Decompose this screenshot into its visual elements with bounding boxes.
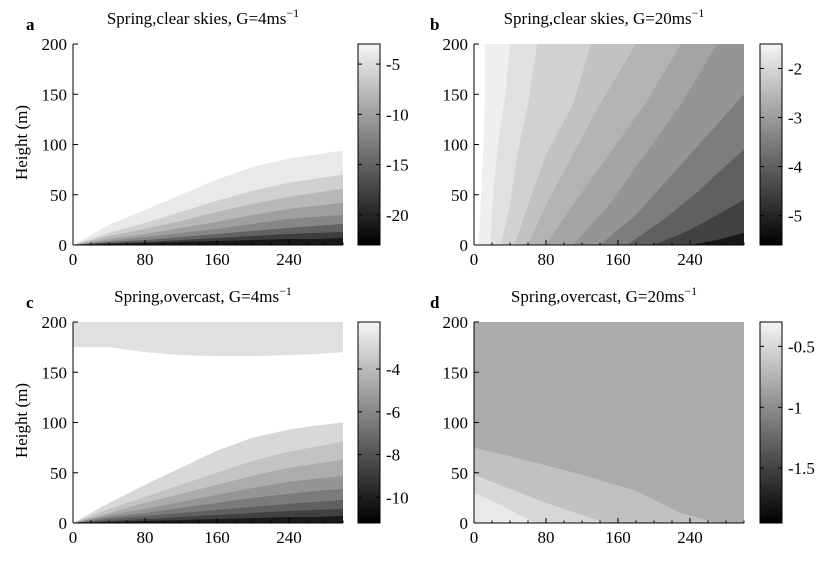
- panel-title: Spring,clear skies, G=20ms−1: [504, 6, 705, 28]
- x-tick-label: 80: [137, 250, 154, 269]
- colorbar: [357, 43, 381, 246]
- x-tick-label: 0: [69, 528, 78, 547]
- colorbar: [759, 43, 783, 246]
- y-tick-label: 50: [50, 464, 67, 483]
- colorbar-tick-label: -4: [788, 158, 803, 177]
- y-tick-label: 100: [443, 136, 469, 155]
- y-tick-label: 0: [59, 236, 68, 255]
- colorbar-tick-label: -0.5: [788, 337, 815, 356]
- colorbar-tick-label: -10: [386, 105, 409, 124]
- colorbar-tick-label: -6: [386, 403, 400, 422]
- y-tick-label: 200: [42, 313, 68, 332]
- x-tick-label: 160: [204, 250, 230, 269]
- colorbar-tick-label: -10: [386, 488, 409, 507]
- colorbar-tick-label: -15: [386, 156, 409, 175]
- panel-title: Spring,clear skies, G=4ms−1: [107, 6, 299, 28]
- panel-title: Spring,overcast, G=4ms−1: [114, 284, 292, 306]
- contour-band: [73, 322, 343, 357]
- x-tick-label: 80: [538, 528, 555, 547]
- x-tick-label: 80: [538, 250, 555, 269]
- y-tick-label: 50: [50, 186, 67, 205]
- y-tick-label: 0: [460, 236, 469, 255]
- contour-band: [474, 492, 533, 523]
- x-tick-label: 160: [204, 528, 230, 547]
- y-tick-label: 150: [42, 85, 68, 104]
- contour-band: [690, 232, 744, 245]
- y-tick-label: 50: [451, 464, 468, 483]
- panel-label: a: [26, 15, 35, 34]
- x-tick-label: 0: [470, 528, 479, 547]
- colorbar-tick-label: -5: [788, 207, 802, 226]
- y-tick-label: 0: [59, 514, 68, 533]
- y-tick-label: 50: [451, 186, 468, 205]
- panel-b: 0 50 100 150 200 0 80 160 240 Spring,clear skies,…: [430, 6, 803, 269]
- contour-band: [474, 322, 744, 495]
- y-axis-label: Height (m): [12, 105, 31, 180]
- y-tick-label: 100: [443, 414, 469, 433]
- plot-area-c: [73, 322, 343, 523]
- y-tick-label: 200: [42, 35, 68, 54]
- x-tick-label: 0: [470, 250, 479, 269]
- y-tick-label: 100: [42, 136, 68, 155]
- x-tick-label: 160: [605, 528, 631, 547]
- x-tick-label: 0: [69, 250, 78, 269]
- y-tick-label: 200: [443, 313, 469, 332]
- x-tick-label: 240: [677, 528, 703, 547]
- y-tick-label: 0: [460, 514, 469, 533]
- panel-label: b: [430, 15, 439, 34]
- y-tick-label: 200: [443, 35, 469, 54]
- x-tick-label: 240: [276, 528, 302, 547]
- x-tick-label: 240: [276, 250, 302, 269]
- panel-title: Spring,overcast, G=20ms−1: [511, 284, 697, 306]
- contour-band: [654, 199, 744, 245]
- contour-band: [73, 237, 343, 245]
- x-tick-label: 80: [137, 528, 154, 547]
- colorbar-tick-label: -8: [386, 446, 400, 465]
- plot-area-d: [474, 322, 744, 523]
- x-tick-label: 160: [605, 250, 631, 269]
- colorbar-tick-label: -1.5: [788, 459, 815, 478]
- plot-area-b: [474, 44, 744, 245]
- contour-band: [73, 515, 343, 523]
- panel-label: d: [430, 293, 440, 312]
- panel-d: 0 50 100 150 200 0 80 160 240 Spring,overcast, G=…: [430, 284, 815, 547]
- y-tick-label: 150: [443, 363, 469, 382]
- panel-c: 0 50 100 150 200 0 80 160 240 Spring,overcast, G=…: [12, 284, 409, 547]
- colorbar-tick-label: -5: [386, 55, 400, 74]
- colorbar-tick-label: -4: [386, 360, 401, 379]
- colorbar: [357, 321, 381, 524]
- panel-a: 0 50 100 150 200 0 80 160 240 Spring,clear skies,…: [12, 6, 409, 269]
- colorbar-tick-label: -2: [788, 60, 802, 79]
- y-tick-label: 100: [42, 414, 68, 433]
- colorbar-tick-label: -3: [788, 109, 802, 128]
- colorbar: [759, 321, 783, 524]
- x-tick-label: 240: [677, 250, 703, 269]
- colorbar-tick-label: -1: [788, 398, 802, 417]
- panel-label: c: [26, 293, 34, 312]
- y-axis-label: Height (m): [12, 383, 31, 458]
- y-tick-label: 150: [42, 363, 68, 382]
- y-tick-label: 150: [443, 85, 469, 104]
- plot-area-a: [73, 44, 343, 245]
- colorbar-tick-label: -20: [386, 206, 409, 225]
